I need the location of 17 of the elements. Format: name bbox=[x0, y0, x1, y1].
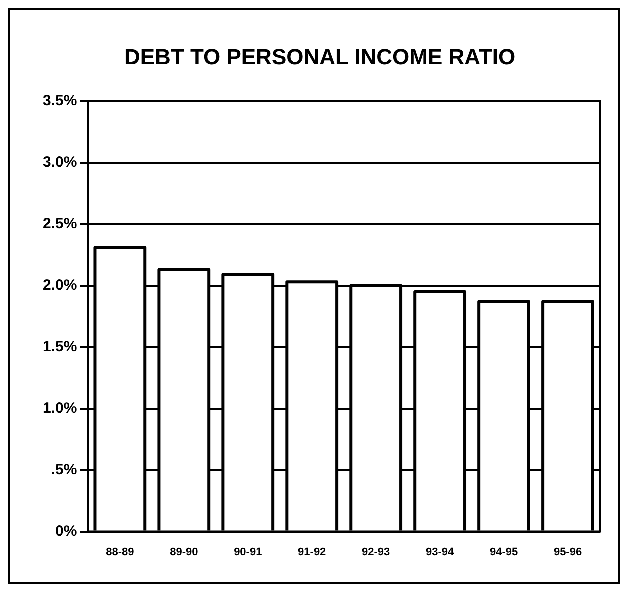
y-tick-label: 1.0% bbox=[42, 400, 78, 417]
x-tick-label: 88-89 bbox=[106, 546, 134, 558]
x-tick-label: 95-96 bbox=[554, 546, 582, 558]
y-tick-label: 1.5% bbox=[42, 338, 78, 356]
y-tick-label: 2.0% bbox=[42, 277, 78, 294]
x-tick-label: 89-90 bbox=[170, 546, 198, 558]
y-tick-label: .5% bbox=[51, 461, 78, 478]
x-tick-label: 92-93 bbox=[362, 546, 390, 558]
x-tick-label: 91-92 bbox=[298, 546, 326, 558]
y-tick-label: 3.5% bbox=[42, 92, 78, 110]
x-tick-label: 94-95 bbox=[490, 546, 518, 558]
chart-title: DEBT TO PERSONAL INCOME RATIO bbox=[124, 44, 516, 70]
y-tick-label: 3.0% bbox=[42, 154, 78, 172]
x-tick-label: 90-91 bbox=[234, 546, 262, 558]
y-tick-label: 2.5% bbox=[42, 216, 78, 233]
x-tick-label: 93-94 bbox=[426, 546, 456, 558]
y-tick-label: 0% bbox=[56, 522, 78, 540]
